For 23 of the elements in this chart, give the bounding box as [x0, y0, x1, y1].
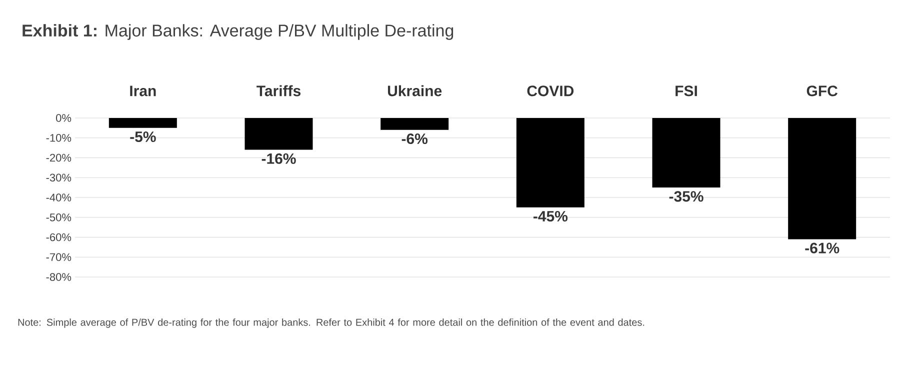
data-label: -35% — [669, 191, 704, 202]
x-tick-label: Tariffs — [256, 85, 301, 96]
y-tick-label: -80% — [46, 273, 72, 281]
x-tick-label: Ukraine — [388, 85, 442, 96]
data-label: -16% — [262, 153, 296, 164]
x-tick-label: Iran — [130, 86, 156, 96]
chart-title: Exhibit 1: Major Banks: Average P/BV Multiple De-rating — [22, 24, 454, 40]
data-label: -61% — [805, 242, 840, 254]
y-tick-label: -10% — [46, 134, 72, 142]
y-tick-label: -60% — [46, 233, 72, 242]
y-tick-label: -70% — [46, 253, 72, 262]
data-label: -6% — [402, 133, 428, 144]
data-label: -5% — [130, 131, 156, 142]
y-tick-label: -40% — [46, 194, 72, 202]
y-tick-label: -50% — [46, 213, 72, 222]
y-tick-label: -30% — [46, 174, 72, 182]
x-tick-label: GFC — [806, 86, 838, 96]
y-tick-label: -20% — [46, 154, 72, 162]
y-tick-label: 0% — [56, 114, 72, 122]
x-tick-label: COVID — [527, 86, 574, 96]
data-label: -45% — [534, 210, 568, 222]
x-tick-label: FSI — [676, 86, 697, 96]
text: Note: Simple average of P/BV de-rating for the four major banks. Refer to Exhibit 4 for more detail on the definition of the event and dates. — [18, 318, 644, 328]
